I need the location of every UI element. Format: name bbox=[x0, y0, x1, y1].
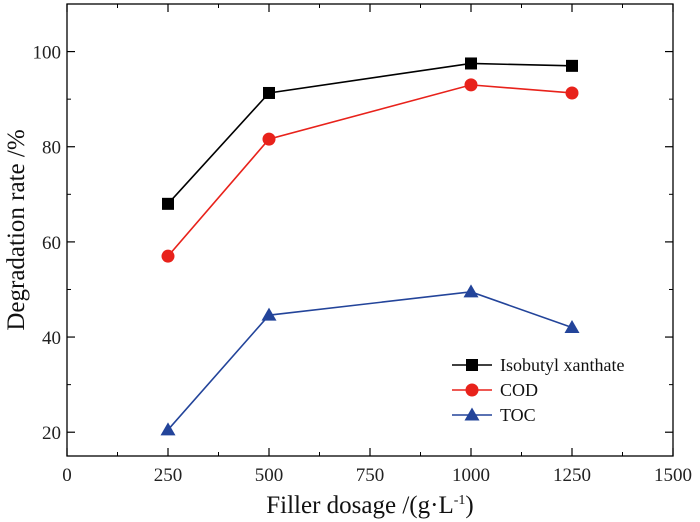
data-point-isobutyl-xanthate bbox=[263, 86, 275, 99]
x-tick-label: 250 bbox=[154, 465, 183, 486]
series-layer bbox=[160, 57, 580, 436]
series-toc bbox=[160, 284, 580, 436]
legend-marker-isobutyl-xanthate bbox=[466, 359, 478, 371]
x-axis-title-superscript: -1 bbox=[454, 493, 466, 508]
series-line-isobutyl-xanthate bbox=[167, 62, 573, 205]
data-point-toc bbox=[564, 320, 580, 334]
data-point-cod bbox=[565, 86, 579, 100]
data-point-toc bbox=[160, 422, 176, 436]
y-tick-label: 40 bbox=[42, 328, 61, 349]
axis-tick-labels: 0 250 500 750 1000 1250 1500 20 40 60 80 100 bbox=[33, 43, 693, 486]
x-tick-label: 1000 bbox=[452, 465, 490, 486]
x-axis-title-close: ) bbox=[465, 492, 473, 519]
data-point-isobutyl-xanthate bbox=[465, 57, 477, 70]
y-tick-label: 20 bbox=[42, 423, 61, 444]
series-isobutyl-xanthate bbox=[162, 57, 578, 210]
legend-label-cod: COD bbox=[500, 380, 538, 400]
legend-item-isobutyl-xanthate: Isobutyl xanthate bbox=[452, 355, 624, 375]
data-point-isobutyl-xanthate bbox=[162, 197, 174, 210]
data-point-toc bbox=[261, 307, 277, 321]
x-tick-label: 750 bbox=[356, 465, 385, 486]
x-tick-label: 0 bbox=[62, 465, 72, 486]
series-line-cod bbox=[167, 84, 573, 257]
series-line-toc bbox=[167, 291, 573, 431]
x-tick-label: 500 bbox=[255, 465, 284, 486]
legend-marker-toc bbox=[464, 407, 480, 421]
plot-frame bbox=[66, 3, 674, 457]
y-axis-title: Degradation rate /% bbox=[3, 129, 30, 330]
data-point-cod bbox=[262, 132, 276, 146]
y-tick-label: 80 bbox=[42, 138, 61, 159]
legend-label-isobutyl-xanthate: Isobutyl xanthate bbox=[500, 355, 624, 375]
x-axis-title: Filler dosage /(g·L-1) bbox=[266, 492, 473, 519]
legend-item-cod: COD bbox=[452, 380, 538, 400]
data-point-isobutyl-xanthate bbox=[566, 59, 578, 72]
data-point-toc bbox=[463, 284, 479, 298]
x-tick-label: 1500 bbox=[654, 465, 692, 486]
data-point-cod bbox=[464, 78, 478, 92]
y-tick-label: 100 bbox=[33, 43, 62, 64]
legend-item-toc: TOC bbox=[452, 405, 536, 425]
data-point-cod bbox=[161, 249, 175, 263]
y-tick-label: 60 bbox=[42, 233, 61, 254]
legend-label-toc: TOC bbox=[500, 405, 536, 425]
legend: Isobutyl xanthate COD TOC bbox=[452, 355, 624, 425]
legend-marker-cod bbox=[465, 383, 479, 397]
axis-ticks bbox=[66, 3, 674, 456]
x-axis-title-text: Filler dosage /(g·L bbox=[266, 492, 453, 519]
series-cod bbox=[161, 78, 579, 263]
x-tick-label: 1250 bbox=[553, 465, 591, 486]
